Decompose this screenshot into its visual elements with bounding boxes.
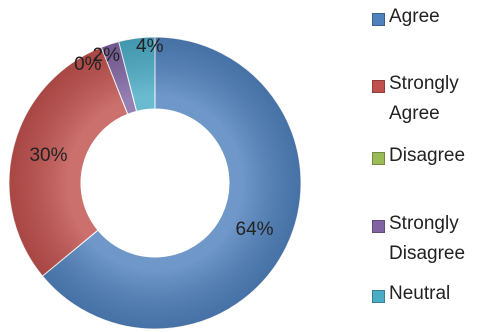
legend-swatch bbox=[372, 152, 385, 165]
slice-group bbox=[8, 36, 302, 330]
legend-label: Strongly Disagree bbox=[389, 213, 466, 264]
legend-label: Disagree bbox=[389, 145, 466, 166]
data-label-strongly-disagree: 2% bbox=[92, 45, 120, 67]
legend-label: Agree bbox=[389, 6, 440, 27]
data-label-strongly-agree: 30% bbox=[29, 144, 68, 166]
legend-swatch bbox=[372, 80, 385, 93]
data-label-disagree: 0% bbox=[74, 53, 102, 75]
legend-item-disagree: Disagree bbox=[372, 145, 465, 171]
ring-shading bbox=[9, 37, 301, 329]
legend-item-agree: Agree bbox=[372, 6, 440, 32]
legend-item-strongly-agree: Strongly Agree bbox=[372, 73, 492, 129]
data-label-neutral: 4% bbox=[136, 36, 164, 58]
legend-swatch bbox=[372, 290, 385, 303]
legend-label: Neutral bbox=[389, 283, 451, 304]
data-label-agree: 64% bbox=[235, 218, 274, 240]
legend-item-neutral: Neutral bbox=[372, 283, 450, 309]
legend-item-strongly-disagree: Strongly Disagree bbox=[372, 213, 492, 269]
legend-label: Strongly Agree bbox=[389, 73, 459, 124]
legend-swatch bbox=[372, 220, 385, 233]
legend-swatch bbox=[372, 13, 385, 26]
